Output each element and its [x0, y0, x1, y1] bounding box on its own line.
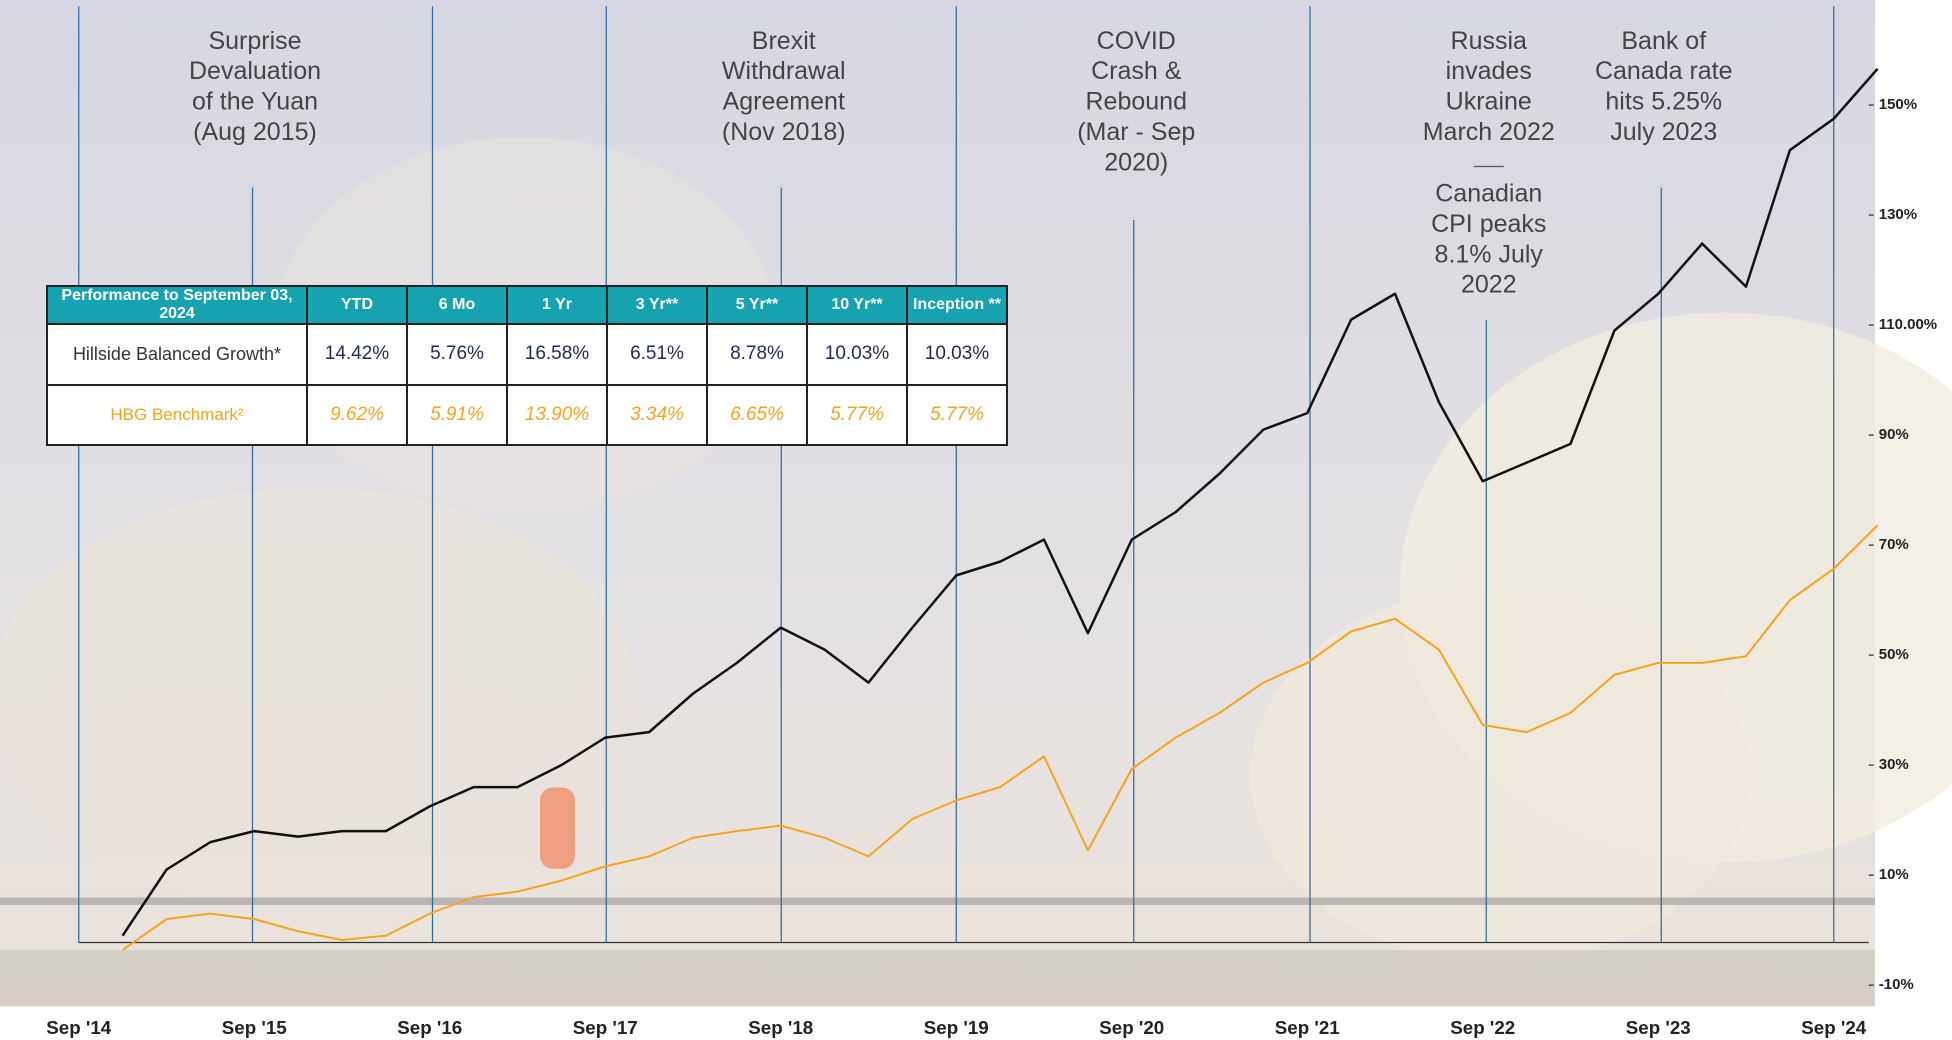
table-cell: 5.76%: [407, 324, 507, 385]
table-cell: 8.78%: [707, 324, 807, 385]
x-tick-label: Sep '14: [46, 1017, 111, 1038]
y-tick-label: 90%: [1879, 426, 1909, 443]
column-header: 6 Mo: [407, 286, 507, 324]
annotation: invades: [1446, 57, 1532, 85]
table-cell: 14.42%: [307, 324, 407, 385]
y-tick-label: 130%: [1879, 206, 1917, 223]
annotation: CPI peaks: [1431, 210, 1546, 238]
x-tick-label: Sep '15: [222, 1017, 287, 1038]
annotation: Withdrawal: [722, 57, 846, 85]
annotation: Canada rate: [1595, 57, 1733, 85]
table-cell: 3.34%: [607, 385, 707, 446]
y-tick-label: 30%: [1879, 756, 1909, 773]
y-tick-label: 150%: [1879, 96, 1917, 113]
x-tick-label: Sep '24: [1801, 1017, 1866, 1038]
y-tick-label: 10%: [1879, 866, 1909, 883]
column-header: 5 Yr**: [707, 286, 807, 324]
annotation: Agreement: [723, 88, 845, 116]
table-cell: 9.62%: [307, 385, 407, 446]
bridge-rail: [0, 898, 1875, 906]
annotation: March 2022: [1423, 118, 1555, 146]
figure: [540, 788, 575, 869]
y-tick-label: -10%: [1879, 976, 1914, 993]
column-header: Inception **: [907, 286, 1007, 324]
row-label: HBG Benchmark²: [47, 385, 307, 446]
cloud: [1250, 588, 1750, 963]
annotation: (Nov 2018): [722, 118, 846, 146]
table-cell: 10.03%: [907, 324, 1007, 385]
y-tick-label: 110.00%: [1879, 316, 1937, 333]
annotation: Russia: [1451, 27, 1528, 55]
table-cell: 6.65%: [707, 385, 807, 446]
annotation: Surprise: [208, 27, 301, 55]
table-cell: 16.58%: [507, 324, 607, 385]
table-row: Hillside Balanced Growth*14.42%5.76%16.5…: [47, 324, 1007, 385]
column-header: 10 Yr**: [807, 286, 907, 324]
annotation: 2022: [1461, 271, 1517, 299]
column-header: YTD: [307, 286, 407, 324]
row-label: Hillside Balanced Growth*: [47, 324, 307, 385]
table-cell: 5.77%: [907, 385, 1007, 446]
table-cell: 5.91%: [407, 385, 507, 446]
table-cell: 13.90%: [507, 385, 607, 446]
annotation: 8.1% July: [1435, 240, 1544, 268]
page: SurpriseDevaluation of the Yuan(Aug 2015)…: [0, 0, 1952, 1040]
column-header: Performance to September 03, 2024: [47, 286, 307, 324]
table-cell: 6.51%: [607, 324, 707, 385]
annotation: Brexit: [752, 27, 816, 55]
annotation: July 2023: [1610, 118, 1717, 146]
plot: SurpriseDevaluation of the Yuan(Aug 2015)…: [0, 0, 1952, 1038]
annotation: (Aug 2015): [193, 118, 317, 146]
annotation: Rebound: [1086, 88, 1187, 116]
annotation: Canadian: [1435, 180, 1542, 208]
table-body: Hillside Balanced Growth*14.42%5.76%16.5…: [47, 324, 1007, 445]
x-tick-label: Sep '16: [397, 1017, 462, 1038]
y-tick-label: 50%: [1879, 646, 1909, 663]
y-tick-label: 70%: [1879, 536, 1909, 553]
annotation: Crash &: [1091, 57, 1182, 85]
column-header: 3 Yr**: [607, 286, 707, 324]
annotation: Bank of: [1621, 27, 1706, 55]
annotation: 2020): [1104, 148, 1168, 176]
bridge-deck: [0, 950, 1875, 1006]
annotation: hits 5.25%: [1605, 88, 1722, 116]
x-tick-label: Sep '17: [573, 1017, 638, 1038]
chart: SurpriseDevaluation of the Yuan(Aug 2015)…: [0, 0, 1952, 1040]
table-cell: 5.77%: [807, 385, 907, 446]
x-tick-label: Sep '19: [924, 1017, 989, 1038]
annotation: Devaluation: [189, 57, 321, 85]
column-header: 1 Yr: [507, 286, 607, 324]
annotation: COVID: [1097, 27, 1176, 55]
table-cell: 10.03%: [807, 324, 907, 385]
x-tick-label: Sep '18: [748, 1017, 813, 1038]
x-tick-label: Sep '23: [1626, 1017, 1691, 1038]
x-tick-label: Sep '21: [1275, 1017, 1340, 1038]
annotation: (Mar - Sep: [1077, 118, 1195, 146]
annotation: of the Yuan: [192, 88, 318, 116]
annotation: Ukraine: [1446, 88, 1532, 116]
x-tick-label: Sep '22: [1450, 1017, 1515, 1038]
x-tick-label: Sep '20: [1099, 1017, 1164, 1038]
